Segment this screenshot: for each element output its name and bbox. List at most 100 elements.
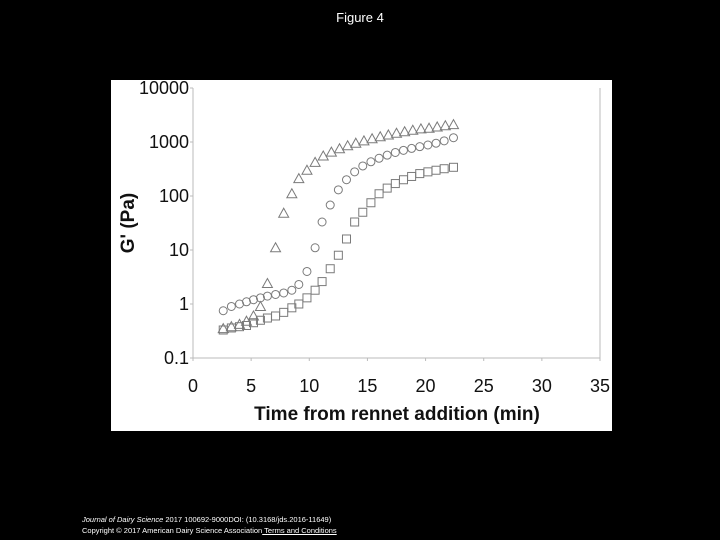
y-tick-label: 0.1 xyxy=(164,348,189,368)
y-axis-title: G' (Pa) xyxy=(118,193,139,253)
square-marker xyxy=(325,264,335,274)
copyright: Copyright © 2017 American Dairy Science … xyxy=(82,526,263,535)
triangle-marker xyxy=(317,149,330,161)
circle-marker xyxy=(423,140,433,150)
y-tick-label: 10 xyxy=(169,240,189,260)
y-tick-label: 100 xyxy=(159,186,189,206)
y-tick-label: 1000 xyxy=(149,132,189,152)
x-tick-label: 0 xyxy=(188,376,198,396)
circle-marker xyxy=(366,157,376,167)
triangle-marker xyxy=(349,137,362,148)
square-marker xyxy=(374,189,384,199)
triangle-marker xyxy=(225,320,238,332)
circle-marker xyxy=(248,295,258,305)
triangle-marker xyxy=(341,139,354,151)
triangle-marker xyxy=(261,277,274,288)
circle-marker xyxy=(431,138,441,148)
triangle-marker xyxy=(447,118,460,130)
circle-marker xyxy=(390,147,400,157)
triangle-marker xyxy=(309,156,321,167)
triangle-marker xyxy=(406,124,419,135)
circle-marker xyxy=(448,133,458,143)
circle-marker xyxy=(226,301,236,311)
triangle-marker xyxy=(431,120,444,132)
circle-marker xyxy=(287,285,297,295)
circle-marker xyxy=(439,136,449,146)
triangle-marker xyxy=(398,125,411,137)
y-tick-label: 1 xyxy=(179,294,189,314)
square-marker xyxy=(366,198,376,208)
circle-marker xyxy=(398,145,408,155)
triangle-marker xyxy=(439,119,452,131)
x-tick-label: 20 xyxy=(416,376,436,396)
slide-title: Figure 4 xyxy=(336,10,384,25)
square-marker xyxy=(350,217,360,227)
square-marker xyxy=(279,307,289,317)
terms-link[interactable]: Terms and Conditions xyxy=(262,526,337,535)
square-marker xyxy=(439,164,449,174)
square-marker xyxy=(341,234,351,244)
circle-marker xyxy=(382,150,392,160)
triangle-marker xyxy=(366,132,378,144)
triangle-marker xyxy=(333,142,346,154)
triangle-marker xyxy=(247,309,260,321)
circle-marker xyxy=(333,185,343,195)
citation-line: Journal of Dairy Science 2017 100692-900… xyxy=(82,514,337,525)
triangle-marker xyxy=(277,207,290,218)
circle-marker xyxy=(374,153,384,163)
circle-marker xyxy=(218,306,228,316)
x-tick-label: 30 xyxy=(532,376,552,396)
x-tick-label: 10 xyxy=(299,376,319,396)
x-tick-label: 25 xyxy=(474,376,494,396)
square-marker xyxy=(294,299,304,309)
triangle-marker xyxy=(285,187,298,199)
triangle-marker xyxy=(254,300,267,311)
square-marker xyxy=(255,315,265,325)
square-marker xyxy=(248,318,258,328)
triangle-marker xyxy=(301,164,313,175)
footer: Journal of Dairy Science 2017 100692-900… xyxy=(82,514,337,536)
journal: Journal of Dairy Science xyxy=(82,515,164,524)
triangle-marker xyxy=(423,122,435,133)
square-marker xyxy=(302,293,312,303)
triangle-marker xyxy=(217,322,230,334)
triangle-marker xyxy=(382,128,395,140)
x-tick-label: 5 xyxy=(246,376,256,396)
triangle-marker xyxy=(269,241,282,253)
square-marker xyxy=(333,250,343,260)
circle-marker xyxy=(350,167,360,177)
square-marker xyxy=(317,277,327,287)
x-tick-label: 15 xyxy=(357,376,377,396)
circle-marker xyxy=(241,297,251,307)
circle-marker xyxy=(279,288,289,298)
circle-marker xyxy=(302,266,312,276)
circle-marker xyxy=(310,243,320,253)
triangle-marker xyxy=(292,172,305,184)
citation: 2017 100692-9000DOI: (10.3168/jds.2016-1… xyxy=(163,515,332,524)
x-tick-label: 35 xyxy=(590,376,610,396)
square-marker xyxy=(382,183,392,193)
circle-marker xyxy=(294,279,304,289)
circle-marker xyxy=(407,143,417,153)
circle-marker xyxy=(341,175,351,185)
square-marker xyxy=(235,322,245,332)
square-marker xyxy=(241,320,251,330)
triangle-marker xyxy=(374,130,387,142)
square-marker xyxy=(358,207,368,217)
triangle-marker xyxy=(325,146,338,157)
square-marker xyxy=(310,285,320,295)
circle-marker xyxy=(325,200,335,210)
triangle-marker xyxy=(415,122,427,134)
circle-marker xyxy=(358,161,368,171)
copyright-line: Copyright © 2017 American Dairy Science … xyxy=(82,525,337,536)
circle-marker xyxy=(255,293,265,303)
chart-background xyxy=(111,80,612,431)
square-marker xyxy=(448,162,458,172)
triangle-marker xyxy=(390,127,403,138)
x-axis-title: Time from rennet addition (min) xyxy=(254,404,540,425)
triangle-marker xyxy=(358,134,370,146)
circle-marker xyxy=(317,217,327,227)
y-tick-label: 10000 xyxy=(139,78,189,98)
